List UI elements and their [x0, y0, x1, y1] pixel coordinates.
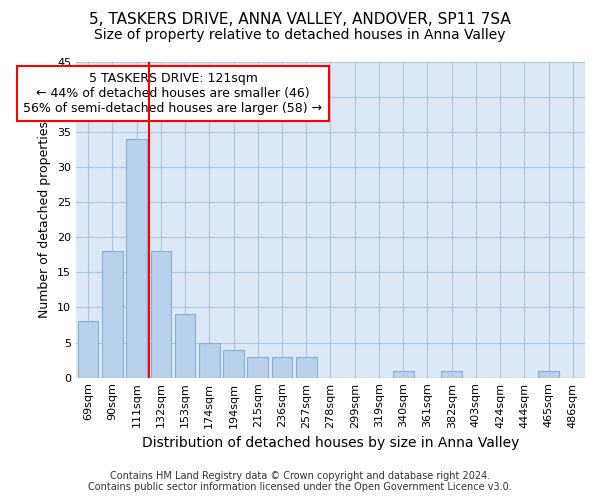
Bar: [247, 356, 268, 378]
Bar: [538, 370, 559, 378]
Bar: [223, 350, 244, 378]
Bar: [175, 314, 196, 378]
Y-axis label: Number of detached properties: Number of detached properties: [38, 121, 52, 318]
Bar: [272, 356, 292, 378]
Bar: [296, 356, 317, 378]
Text: Size of property relative to detached houses in Anna Valley: Size of property relative to detached ho…: [94, 28, 506, 42]
Text: 5 TASKERS DRIVE: 121sqm
← 44% of detached houses are smaller (46)
56% of semi-de: 5 TASKERS DRIVE: 121sqm ← 44% of detache…: [23, 72, 323, 115]
X-axis label: Distribution of detached houses by size in Anna Valley: Distribution of detached houses by size …: [142, 436, 519, 450]
Bar: [126, 139, 147, 378]
Bar: [151, 251, 171, 378]
Text: Contains HM Land Registry data © Crown copyright and database right 2024.
Contai: Contains HM Land Registry data © Crown c…: [88, 471, 512, 492]
Bar: [78, 322, 98, 378]
Bar: [199, 342, 220, 378]
Bar: [442, 370, 462, 378]
Bar: [102, 251, 122, 378]
Text: 5, TASKERS DRIVE, ANNA VALLEY, ANDOVER, SP11 7SA: 5, TASKERS DRIVE, ANNA VALLEY, ANDOVER, …: [89, 12, 511, 28]
Bar: [393, 370, 413, 378]
